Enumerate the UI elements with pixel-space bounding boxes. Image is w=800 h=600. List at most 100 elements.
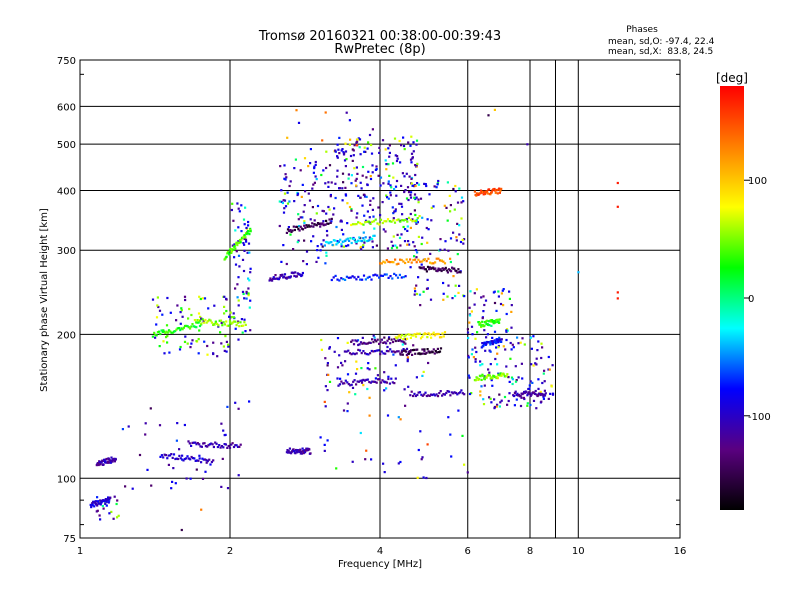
- echo-point: [107, 501, 110, 504]
- echo-point: [406, 229, 409, 232]
- echo-point: [286, 449, 289, 452]
- echo-point: [368, 216, 371, 219]
- echo-point: [316, 249, 319, 252]
- echo-point: [383, 273, 386, 276]
- echo-point: [341, 172, 345, 175]
- echo-point: [249, 267, 252, 270]
- echo-point: [577, 271, 580, 274]
- echo-point: [199, 297, 202, 301]
- echo-point: [199, 319, 202, 322]
- echo-point: [458, 224, 461, 227]
- echo-point: [336, 366, 340, 369]
- echo-point: [452, 231, 455, 234]
- echo-point: [283, 207, 286, 210]
- echo-point: [233, 245, 236, 248]
- echo-point: [231, 202, 234, 205]
- echo-point: [489, 343, 492, 346]
- echo-point: [121, 428, 124, 431]
- phase-stats: Phases mean, sd,O: -97.4, 22.4 mean, sd,…: [608, 25, 715, 57]
- echo-point: [178, 348, 182, 351]
- echo-point: [528, 387, 531, 390]
- echo-point: [319, 436, 322, 439]
- echo-point: [375, 340, 378, 343]
- echo-point: [218, 319, 221, 322]
- echo-point: [248, 233, 251, 236]
- echo-point: [394, 154, 397, 157]
- echo-point: [439, 390, 442, 393]
- echo-point: [374, 218, 377, 221]
- echo-point: [236, 321, 239, 324]
- echo-point: [379, 184, 382, 187]
- echo-point: [324, 385, 327, 388]
- echo-point: [170, 487, 173, 490]
- echo-point: [467, 356, 470, 359]
- echo-point: [406, 186, 410, 189]
- echo-point: [350, 241, 353, 245]
- echo-point: [396, 155, 399, 158]
- echo-point: [235, 241, 238, 244]
- echo-point: [409, 196, 413, 199]
- echo-point: [175, 328, 178, 331]
- echo-point: [544, 392, 547, 395]
- echo-point: [236, 296, 239, 299]
- echo-point: [304, 451, 307, 454]
- echo-point: [392, 212, 395, 215]
- echo-point: [281, 273, 284, 276]
- echo-point: [516, 392, 519, 395]
- echo-point: [281, 201, 284, 205]
- echo-point: [231, 442, 234, 445]
- echo-point: [354, 339, 357, 342]
- echo-point: [219, 319, 223, 322]
- echo-point: [233, 256, 236, 259]
- echo-point: [283, 177, 286, 180]
- echo-point: [431, 333, 434, 336]
- echo-point: [417, 448, 420, 452]
- echo-point: [366, 342, 369, 345]
- echo-point: [234, 229, 237, 232]
- echo-point: [401, 213, 404, 216]
- echo-point: [228, 253, 231, 256]
- echo-point: [407, 333, 410, 336]
- echo-point: [223, 305, 226, 308]
- echo-point: [381, 221, 384, 225]
- x-tick-label: 4: [377, 546, 383, 557]
- echo-point: [336, 156, 339, 159]
- echo-point: [383, 336, 386, 339]
- echo-point: [385, 387, 388, 390]
- echo-point: [434, 261, 437, 264]
- echo-point: [175, 457, 178, 460]
- echo-point: [235, 250, 238, 253]
- echo-point: [393, 338, 396, 341]
- echo-point: [490, 324, 493, 327]
- echo-point: [486, 192, 489, 195]
- plot-frame: [79, 59, 681, 539]
- echo-point: [319, 249, 322, 252]
- echo-point: [369, 177, 373, 181]
- echo-point: [532, 335, 535, 338]
- echo-point: [327, 222, 330, 225]
- echo-point: [523, 391, 526, 394]
- echo-point: [193, 325, 197, 328]
- echo-point: [112, 457, 116, 460]
- echo-point: [519, 395, 522, 398]
- echo-point: [216, 355, 219, 358]
- echo-point: [315, 260, 318, 263]
- echo-point: [156, 331, 159, 334]
- echo-point: [470, 310, 473, 313]
- echo-point: [171, 480, 174, 483]
- echo-point: [102, 507, 105, 510]
- echo-point: [360, 352, 363, 355]
- echo-point: [453, 391, 456, 394]
- echo-point: [307, 192, 310, 195]
- echo-point: [223, 312, 226, 315]
- echo-point: [505, 374, 508, 378]
- echo-point: [417, 201, 420, 204]
- echo-point: [488, 371, 491, 374]
- echo-point: [362, 350, 365, 353]
- y-tick-label: 500: [57, 140, 76, 151]
- echo-point: [328, 380, 332, 383]
- echo-point: [206, 344, 209, 348]
- echo-point: [345, 244, 348, 248]
- echo-point: [381, 201, 384, 204]
- echo-point: [102, 463, 105, 466]
